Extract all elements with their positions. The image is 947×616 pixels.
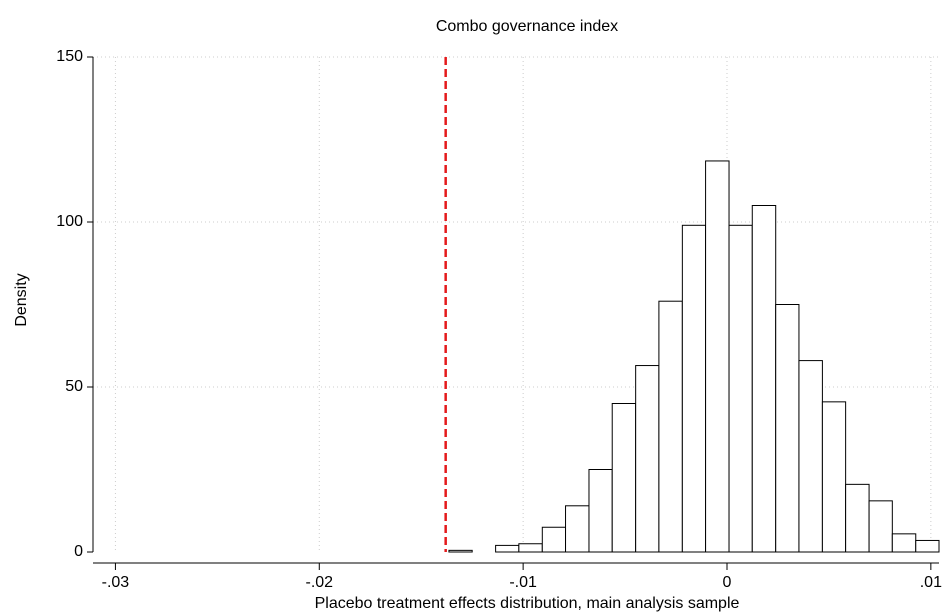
- bar: [681, 224, 707, 553]
- bar: [821, 401, 847, 553]
- y-tick-label: 150: [56, 48, 83, 65]
- bar: [495, 544, 520, 553]
- bar: [891, 533, 917, 553]
- x-tick-label: -.03: [102, 574, 130, 591]
- bar: [611, 403, 637, 553]
- bar: [658, 300, 683, 553]
- bar: [845, 483, 870, 553]
- bar: [448, 549, 473, 553]
- bar: [518, 543, 543, 553]
- x-tick-label: -.01: [509, 574, 537, 591]
- bar: [775, 304, 800, 553]
- bar: [705, 160, 730, 553]
- y-tick-label: 100: [56, 213, 83, 230]
- bar: [751, 205, 777, 553]
- bar: [798, 360, 823, 553]
- bar: [588, 469, 613, 553]
- y-tick-label: 50: [65, 378, 83, 395]
- x-tick-label: .01: [920, 574, 942, 591]
- chart-title: Combo governance index: [436, 18, 618, 35]
- x-tick-label: 0: [723, 574, 732, 591]
- bar: [565, 505, 590, 553]
- bar: [635, 365, 660, 553]
- y-axis-label: Density: [13, 273, 30, 326]
- bar: [868, 500, 893, 553]
- x-tick-label: -.02: [305, 574, 333, 591]
- bar: [541, 526, 567, 553]
- y-tick-label: 0: [74, 543, 83, 560]
- bar: [915, 539, 940, 553]
- x-axis-label: Placebo treatment effects distribution, …: [315, 595, 740, 612]
- bar: [728, 224, 753, 553]
